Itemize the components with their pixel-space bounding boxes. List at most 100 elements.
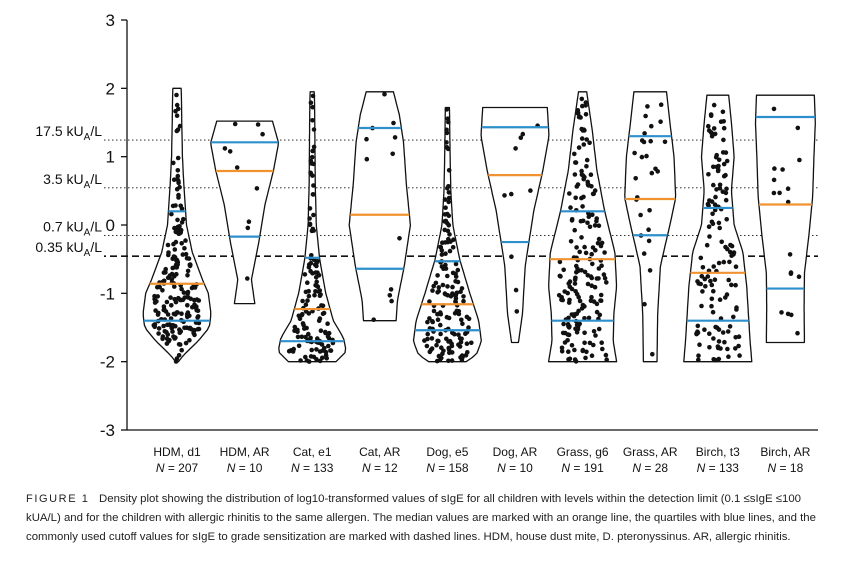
data-point — [582, 330, 587, 336]
data-point — [579, 96, 585, 102]
data-point — [706, 123, 711, 129]
cutoff-label: 17.5 kUA/L — [35, 123, 102, 143]
data-point — [303, 354, 308, 360]
data-point — [579, 235, 584, 240]
data-point — [175, 310, 180, 315]
data-point — [569, 312, 575, 317]
data-point — [582, 316, 587, 321]
violin-outline — [624, 91, 677, 363]
data-point — [598, 298, 604, 304]
data-point — [435, 273, 440, 278]
data-point — [298, 358, 303, 363]
data-point — [174, 102, 180, 108]
data-point — [568, 239, 574, 244]
data-point — [569, 343, 575, 348]
data-point — [175, 155, 181, 161]
data-point — [182, 325, 187, 331]
data-point — [726, 354, 731, 360]
data-point — [712, 131, 718, 137]
data-point — [458, 289, 463, 295]
data-point — [310, 93, 316, 99]
data-point — [187, 262, 193, 268]
data-point — [639, 138, 645, 143]
data-point — [303, 289, 309, 295]
data-point — [727, 249, 733, 255]
figure-caption: FIGURE 1 Density plot showing the distri… — [26, 490, 838, 547]
data-point — [172, 284, 177, 289]
data-point — [711, 336, 716, 341]
data-point — [795, 330, 800, 336]
data-point — [579, 195, 584, 201]
data-point — [309, 154, 315, 160]
data-point — [584, 349, 589, 355]
data-point — [734, 307, 739, 312]
data-point — [639, 154, 645, 160]
data-point — [445, 116, 451, 121]
data-point — [697, 342, 702, 348]
violin-outline — [480, 106, 550, 344]
x-tick-label: Grass, g6 — [557, 445, 609, 459]
data-point — [165, 242, 171, 248]
data-point — [587, 340, 593, 346]
data-point — [572, 281, 578, 286]
data-point — [303, 302, 309, 308]
data-point — [707, 234, 712, 239]
data-point — [304, 325, 309, 331]
data-point — [725, 329, 731, 334]
data-point — [167, 273, 173, 278]
data-point — [311, 212, 316, 218]
data-point — [442, 212, 448, 217]
data-point — [724, 292, 730, 297]
data-point — [443, 251, 448, 256]
data-point — [716, 339, 722, 344]
data-point — [727, 324, 733, 329]
data-point — [780, 167, 785, 172]
data-point — [302, 272, 308, 277]
x-tick-label: Grass, AR — [623, 445, 678, 459]
data-point — [306, 311, 312, 316]
data-point — [371, 317, 377, 323]
cutoff-label: 0.7 kUA/L — [43, 219, 102, 239]
data-point — [300, 321, 306, 326]
data-point — [450, 284, 455, 290]
data-point — [177, 330, 183, 336]
x-tick-label: Dog, e5 — [426, 445, 468, 459]
data-point — [172, 336, 177, 341]
data-point — [643, 113, 648, 119]
data-point — [443, 240, 448, 245]
data-point — [588, 274, 594, 279]
data-point — [446, 345, 452, 351]
data-point — [459, 336, 464, 342]
data-point — [597, 312, 603, 318]
data-point — [296, 343, 302, 349]
data-point — [575, 108, 581, 113]
data-point — [648, 138, 653, 144]
x-tick-label: Dog, AR — [493, 445, 538, 459]
data-point — [388, 287, 394, 292]
data-point — [311, 144, 317, 150]
data-point — [456, 311, 462, 317]
data-point — [453, 293, 459, 298]
data-point — [169, 303, 174, 308]
data-point — [425, 319, 430, 325]
data-point — [567, 356, 573, 362]
data-point — [170, 265, 175, 271]
data-point — [573, 160, 578, 165]
group-n-label: N = 133 — [697, 461, 740, 475]
data-point — [308, 268, 313, 274]
cutoff-label: 0.35 kUA/L — [35, 239, 102, 259]
data-point — [440, 282, 446, 288]
data-point — [163, 309, 169, 314]
data-point — [713, 194, 718, 200]
data-point — [311, 183, 316, 188]
data-point — [572, 172, 578, 177]
data-point — [397, 236, 402, 241]
data-point — [192, 285, 198, 290]
data-point — [578, 115, 583, 120]
data-point — [586, 315, 592, 321]
data-point — [580, 302, 586, 308]
data-point — [232, 121, 238, 127]
data-point — [179, 347, 184, 353]
data-point — [711, 182, 716, 188]
data-point — [566, 300, 572, 305]
